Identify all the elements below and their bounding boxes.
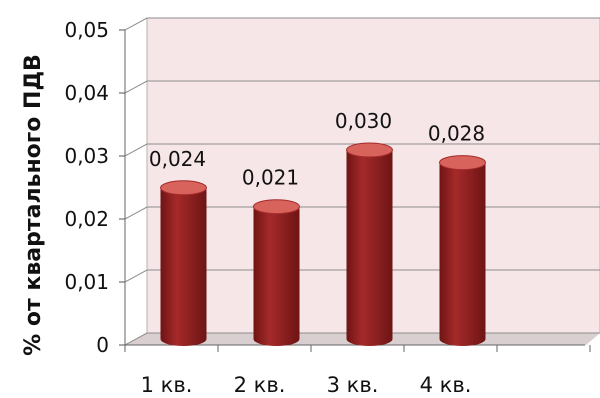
gridline [124,143,600,157]
data-label: 0,021 [242,166,299,190]
y-axis-title: % от квартального ПДВ [21,54,46,356]
data-labels: 0,024 0,021 0,030 0,028 [149,109,485,190]
gridline [124,80,600,94]
data-label: 0,028 [428,122,485,146]
category-label: 2 кв. [234,373,286,397]
y-tick-label: 0,02 [64,207,109,231]
gridline [124,17,600,31]
bar [253,199,300,346]
category-label: 1 кв. [141,373,193,397]
category-label: 4 кв. [420,373,472,397]
y-tick-label: 0,01 [64,270,109,294]
bar [439,155,486,346]
y-axis: 0 0,01 0,02 0,03 0,04 0,05 [64,18,126,357]
bars [160,142,486,346]
data-label: 0,030 [335,109,392,133]
x-axis: 1 кв. 2 кв. 3 кв. 4 кв. [124,344,591,397]
bar [160,180,207,346]
data-label: 0,024 [149,147,206,171]
y-tick-label: 0 [96,333,109,357]
y-tick-label: 0,04 [64,81,109,105]
bar [346,142,393,346]
category-label: 3 кв. [327,373,379,397]
gridlines [124,17,600,346]
y-tick-label: 0,03 [64,144,109,168]
y-tick-label: 0,05 [64,18,109,42]
